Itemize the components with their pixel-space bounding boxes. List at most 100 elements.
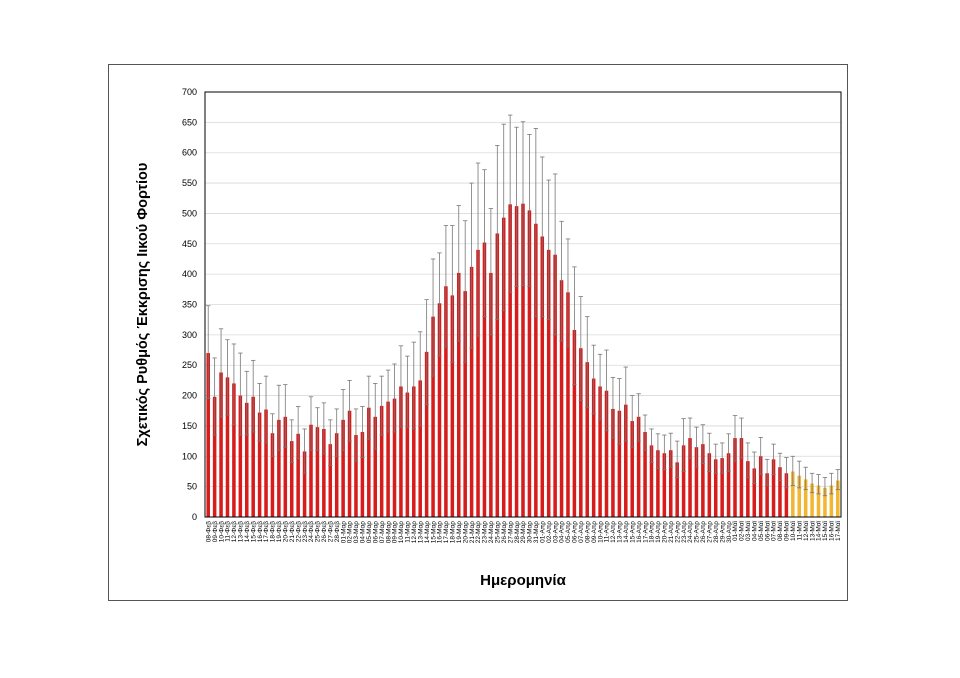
error-bar	[662, 434, 667, 471]
error-bar	[488, 208, 494, 336]
bar	[277, 419, 281, 517]
bar	[244, 402, 249, 517]
error-bar	[514, 126, 519, 287]
error-bar	[501, 123, 506, 311]
x-tick-label: 09-Μαϊ	[784, 520, 791, 541]
x-tick-label: 17-Μαρ	[443, 521, 450, 544]
error-bar	[424, 299, 429, 406]
error-bar	[687, 417, 693, 459]
bar	[225, 377, 230, 517]
error-bar	[540, 156, 545, 318]
x-tick-label: 03-Απρ	[552, 521, 559, 543]
error-bar	[803, 466, 808, 491]
x-tick-label: 11-Μαρ	[405, 521, 412, 543]
error-bar	[418, 331, 423, 427]
bar	[797, 475, 802, 517]
x-tick-label: 15-Απρ	[629, 521, 636, 543]
error-bar	[533, 128, 539, 318]
x-tick-label: 31-Μαρ	[533, 521, 540, 544]
x-tick-label: 28-Απρ	[713, 521, 720, 543]
bar	[489, 272, 493, 517]
error-bar	[630, 395, 635, 448]
error-bar	[739, 417, 744, 459]
error-bar	[334, 408, 339, 457]
bar	[579, 348, 583, 517]
x-axis-ticks: 08-Φεβ 09-Φεβ 10-Φεβ 11-Φεβ 12-Φεβ 13-Φεβ 14-Φ…	[205, 520, 842, 543]
error-bar	[681, 418, 686, 472]
error-bar	[469, 182, 474, 349]
x-tick-label: 04-Μαρ	[360, 521, 367, 544]
x-tick-label: 16-Απρ	[636, 521, 643, 543]
x-tick-label: 16-Φεβ	[257, 521, 264, 542]
bar	[347, 410, 352, 517]
x-tick-label: 16-Μαρ	[437, 521, 444, 544]
error-bar	[283, 384, 288, 448]
bar	[765, 473, 769, 517]
x-tick-label: 16-Μαϊ	[829, 520, 836, 541]
bar	[527, 210, 532, 517]
error-bar	[713, 443, 718, 474]
error-bar	[559, 220, 564, 342]
y-tick-label: 300	[182, 330, 197, 340]
x-tick-label: 05-Μαϊ	[758, 520, 765, 541]
bar	[713, 459, 718, 517]
x-tick-label: 21-Φεβ	[289, 521, 296, 542]
bar	[334, 433, 339, 517]
x-tick-label: 21-Απρ	[668, 521, 675, 543]
bar	[534, 223, 538, 517]
error-bar	[450, 225, 455, 363]
error-bar	[591, 344, 596, 415]
bar	[437, 303, 442, 517]
error-bar	[816, 474, 821, 495]
bar-chart: 0 50 100 150 200 250 300 350 400 450 500 550 600 650 7…	[135, 87, 842, 589]
error-bar	[276, 384, 282, 451]
x-tick-label: 01-Απρ	[539, 521, 546, 543]
x-tick-label: 10-Μαρ	[398, 521, 405, 544]
error-bar	[694, 426, 699, 468]
bar	[694, 447, 699, 517]
x-tick-label: 13-Απρ	[617, 521, 624, 543]
error-bar	[642, 414, 648, 451]
x-tick-label: 13-Φεβ	[238, 521, 245, 542]
error-bar	[719, 442, 725, 474]
x-tick-label: 23-Απρ	[681, 521, 688, 543]
x-tick-label: 15-Μαρ	[430, 521, 437, 544]
bar	[476, 249, 480, 517]
x-tick-label: 02-Μαϊ	[739, 520, 746, 541]
error-bar	[597, 353, 603, 421]
bar	[739, 438, 744, 517]
y-tick-label: 600	[182, 148, 197, 158]
y-tick-label: 250	[182, 360, 197, 370]
x-tick-label: 03-Μαϊ	[745, 520, 752, 541]
x-tick-label: 20-Φεβ	[283, 521, 290, 542]
x-tick-label: 22-Απρ	[674, 521, 681, 543]
error-bar	[321, 402, 327, 455]
x-tick-label: 01-Μαρ	[340, 521, 347, 544]
x-tick-label: 27-Μαρ	[507, 521, 514, 544]
bar	[791, 471, 795, 517]
bar	[514, 206, 519, 517]
error-bar	[263, 375, 269, 444]
x-tick-label: 02-Απρ	[546, 521, 553, 543]
bar	[264, 409, 268, 517]
error-bar	[437, 252, 442, 357]
error-bar	[244, 370, 249, 436]
bar	[662, 453, 667, 517]
bar	[508, 204, 512, 518]
bar	[540, 236, 545, 517]
error-bar	[379, 375, 384, 436]
y-tick-label: 100	[182, 451, 197, 461]
error-bar	[610, 376, 616, 439]
bar	[360, 432, 365, 517]
x-tick-label: 27-Απρ	[707, 521, 714, 543]
error-bar	[745, 442, 751, 478]
error-bar	[604, 349, 609, 432]
bar	[585, 362, 590, 517]
x-tick-label: 25-Φεβ	[315, 521, 322, 542]
bar	[778, 467, 782, 517]
bar	[399, 386, 403, 517]
x-tick-label: 17-Μαϊ	[835, 520, 842, 541]
bar	[617, 410, 622, 517]
bar	[591, 378, 596, 517]
error-bar	[250, 359, 256, 433]
